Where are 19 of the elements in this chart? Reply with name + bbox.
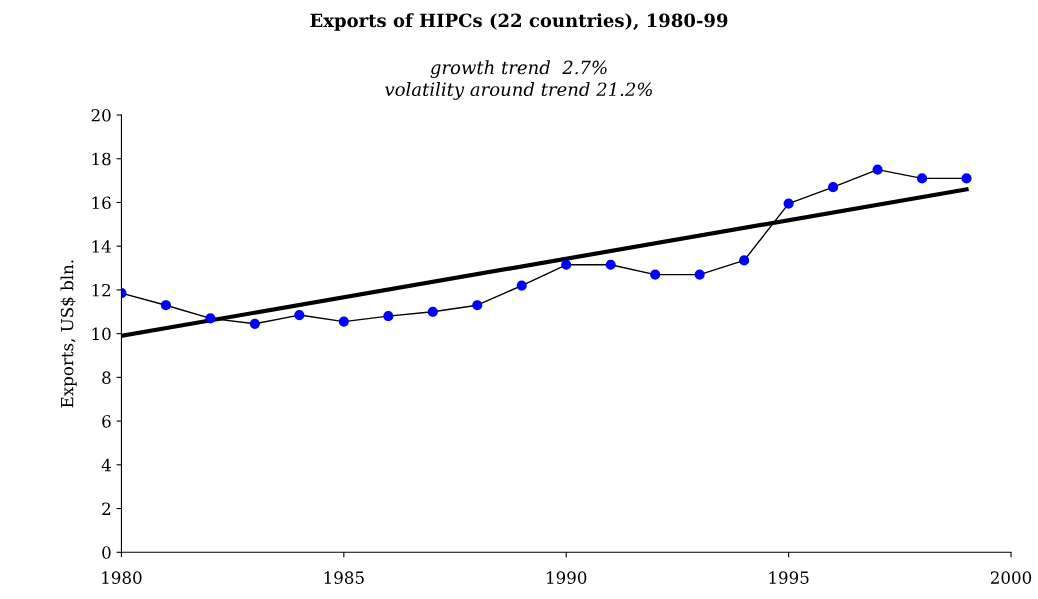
- x-tick-label: 1980: [102, 571, 142, 584]
- chart-title: Exports of HIPCs (22 countries), 1980-99: [310, 13, 728, 31]
- y-tick-label: 12: [92, 283, 111, 297]
- y-tick-label: 2: [102, 502, 111, 515]
- x-tick-label: 2000: [990, 571, 1032, 584]
- y-tick-label: 20: [91, 108, 111, 122]
- y-tick-label: 4: [101, 458, 111, 472]
- x-tick-label: 1995: [769, 571, 809, 584]
- chart-subtitle: growth trend 2.7% volatility around trend 21.2%: [385, 60, 653, 100]
- y-tick-label: 18: [92, 152, 111, 166]
- y-tick-label: 6: [102, 415, 111, 428]
- y-tick-label: 10: [92, 327, 111, 341]
- x-tick-label: 1985: [324, 571, 364, 584]
- y-tick-label: 14: [92, 240, 111, 253]
- y-axis-title: Exports, US$ bln.: [60, 260, 77, 408]
- x-tick-label: 1990: [547, 571, 587, 584]
- y-tick-label: 0: [102, 546, 111, 559]
- y-tick-label: 8: [102, 371, 111, 384]
- y-tick-label: 16: [92, 196, 111, 210]
